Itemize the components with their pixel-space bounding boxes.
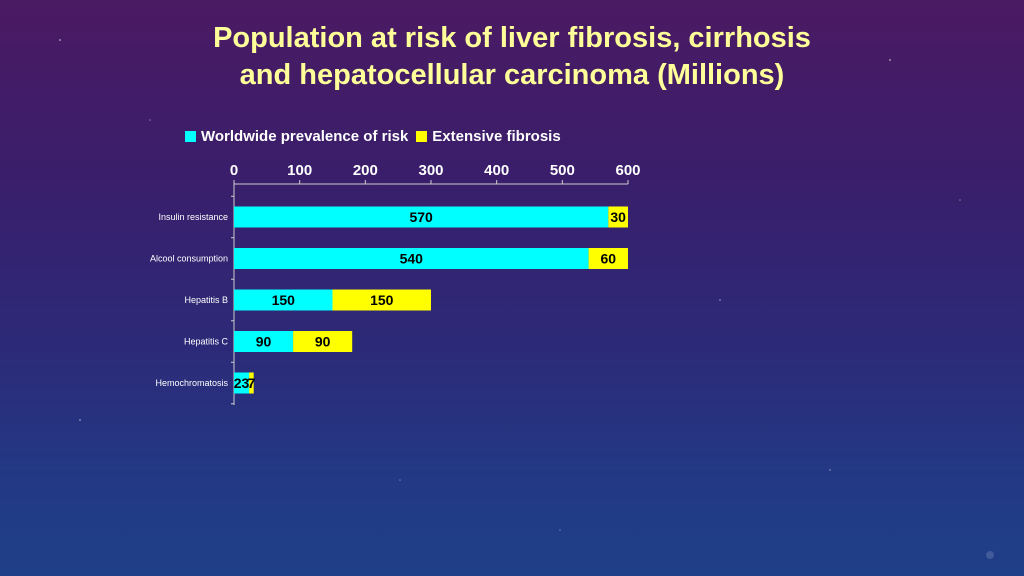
data-label: 23: [234, 375, 250, 391]
title-line-2: and hepatocellular carcinoma (Millions): [239, 59, 785, 91]
bar-segment: [234, 331, 294, 352]
category-label: Insulin resistance: [158, 212, 228, 222]
data-label: 570: [409, 209, 433, 225]
category-label: Hepatitis C: [184, 337, 229, 347]
x-tick-label: 200: [353, 162, 378, 179]
bar-segment: [608, 206, 628, 228]
page-title: Population at risk of liver fibrosis, ci…: [0, 20, 1024, 94]
x-tick-label: 0: [230, 162, 238, 179]
x-tick-label: 300: [418, 162, 443, 179]
bar-segment: [234, 248, 589, 269]
bar-segment: [293, 331, 353, 352]
bar-segment: [234, 372, 250, 394]
x-tick-label: 400: [484, 162, 509, 179]
bar-segment: [234, 206, 609, 228]
category-label: Alcool consumption: [150, 254, 228, 264]
category-label: Hepatitis B: [184, 295, 228, 305]
legend-label-fibrosis: Extensive fibrosis: [432, 127, 561, 145]
legend-item-worldwide: Worldwide prevalence of risk: [185, 128, 408, 145]
legend-item-fibrosis: Extensive fibrosis: [416, 127, 561, 145]
x-tick-label: 100: [287, 162, 312, 179]
title-line-1: Population at risk of liver fibrosis, ci…: [213, 22, 811, 54]
data-label: 90: [315, 334, 331, 350]
chart-legend: Worldwide prevalence of risk Extensive f…: [185, 127, 569, 145]
legend-label-worldwide: Worldwide prevalence of risk: [201, 127, 409, 145]
category-label: Hemochromatosis: [155, 378, 228, 388]
x-tick-label: 600: [615, 162, 640, 179]
legend-swatch-fibrosis: [416, 130, 428, 142]
bar-segment: [234, 289, 333, 311]
x-tick-label: 500: [550, 162, 575, 179]
data-label: 540: [400, 251, 424, 267]
data-label: 60: [601, 251, 617, 267]
bar-segment: [588, 248, 628, 269]
bar-segment: [249, 372, 254, 394]
data-label: 7: [248, 375, 256, 391]
bar-segment: [332, 289, 431, 311]
legend-swatch-worldwide: [185, 130, 196, 142]
data-label: 150: [370, 292, 394, 308]
data-label: 150: [272, 292, 296, 308]
data-label: 90: [256, 334, 272, 350]
data-label: 30: [610, 209, 626, 225]
